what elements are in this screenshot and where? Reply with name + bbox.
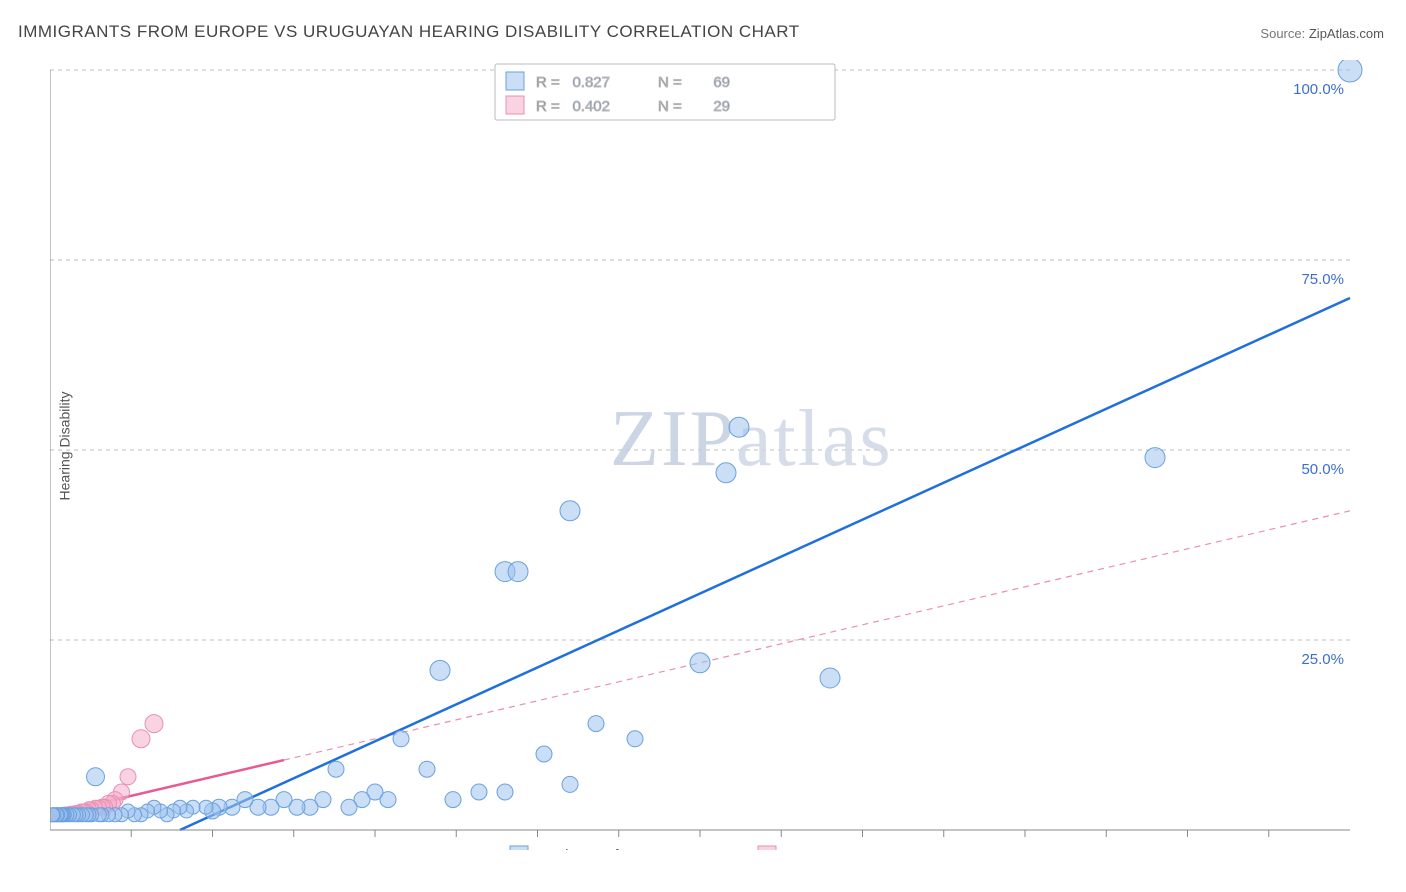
data-point	[341, 799, 357, 815]
data-point	[536, 746, 552, 762]
data-point	[87, 768, 105, 786]
data-point	[716, 463, 736, 483]
legend-N-label-2: N =	[658, 98, 682, 115]
data-point	[562, 776, 578, 792]
y-tick-label: 50.0%	[1301, 461, 1344, 478]
legend-bottom-swatch-blue	[510, 846, 528, 850]
legend-N-label-1: N =	[658, 74, 682, 91]
data-point	[445, 792, 461, 808]
data-point	[497, 784, 513, 800]
data-point	[471, 784, 487, 800]
data-point	[199, 800, 213, 814]
data-point	[820, 668, 840, 688]
source-label: Source:	[1260, 26, 1305, 41]
data-point	[508, 562, 528, 582]
legend-R-label-2: R =	[536, 98, 560, 115]
watermark-text: ZIPatlas	[610, 395, 893, 483]
legend-bottom-label-pink: Uruguayans	[784, 847, 865, 850]
correlation-scatter-chart: ZIPatlas 25.0% 50.0% 75.0% 100.0% 0.0% 100.…	[50, 60, 1386, 850]
data-point	[430, 660, 450, 680]
legend-series: Immigrants from Europe Uruguayans	[510, 846, 865, 850]
source-attribution: Source: ZipAtlas.com	[1260, 26, 1384, 41]
data-point	[627, 731, 643, 747]
data-point	[1145, 448, 1165, 468]
data-point	[588, 716, 604, 732]
data-point	[560, 501, 580, 521]
legend-swatch-pink	[506, 96, 524, 114]
y-tick-label: 100.0%	[1293, 81, 1344, 98]
trend-line-blue	[180, 298, 1350, 830]
legend-R-value-1: 0.827	[572, 74, 610, 91]
y-tick-label: 75.0%	[1301, 271, 1344, 288]
trend-line-pink-dashed	[284, 511, 1350, 760]
data-point	[393, 731, 409, 747]
data-point	[1338, 60, 1362, 82]
data-point	[132, 730, 150, 748]
source-value: ZipAtlas.com	[1309, 26, 1384, 41]
data-point	[328, 761, 344, 777]
y-tick-label: 25.0%	[1301, 651, 1344, 668]
legend-bottom-label-blue: Immigrants from Europe	[536, 847, 697, 850]
data-point	[50, 808, 60, 822]
legend-N-value-1: 69	[713, 74, 730, 91]
chart-title: IMMIGRANTS FROM EUROPE VS URUGUAYAN HEAR…	[18, 22, 800, 42]
legend-stats: R = 0.827 N = 69 R = 0.402 N = 29	[495, 64, 835, 120]
legend-bottom-swatch-pink	[758, 846, 776, 850]
legend-swatch-blue	[506, 72, 524, 90]
data-point	[145, 715, 163, 733]
data-point	[120, 769, 136, 785]
legend-R-value-2: 0.402	[572, 98, 610, 115]
y-axis-tick-labels: 25.0% 50.0% 75.0% 100.0%	[1293, 81, 1344, 668]
data-point	[690, 653, 710, 673]
legend-N-value-2: 29	[713, 98, 730, 115]
x-axis-ticks	[131, 830, 1269, 837]
x-axis-label-left: 0.0%	[50, 847, 79, 850]
grid-lines	[50, 70, 1350, 640]
legend-R-label-1: R =	[536, 74, 560, 91]
x-axis-label-right: 100.0%	[1325, 847, 1376, 850]
data-point	[729, 417, 749, 437]
data-point	[419, 761, 435, 777]
